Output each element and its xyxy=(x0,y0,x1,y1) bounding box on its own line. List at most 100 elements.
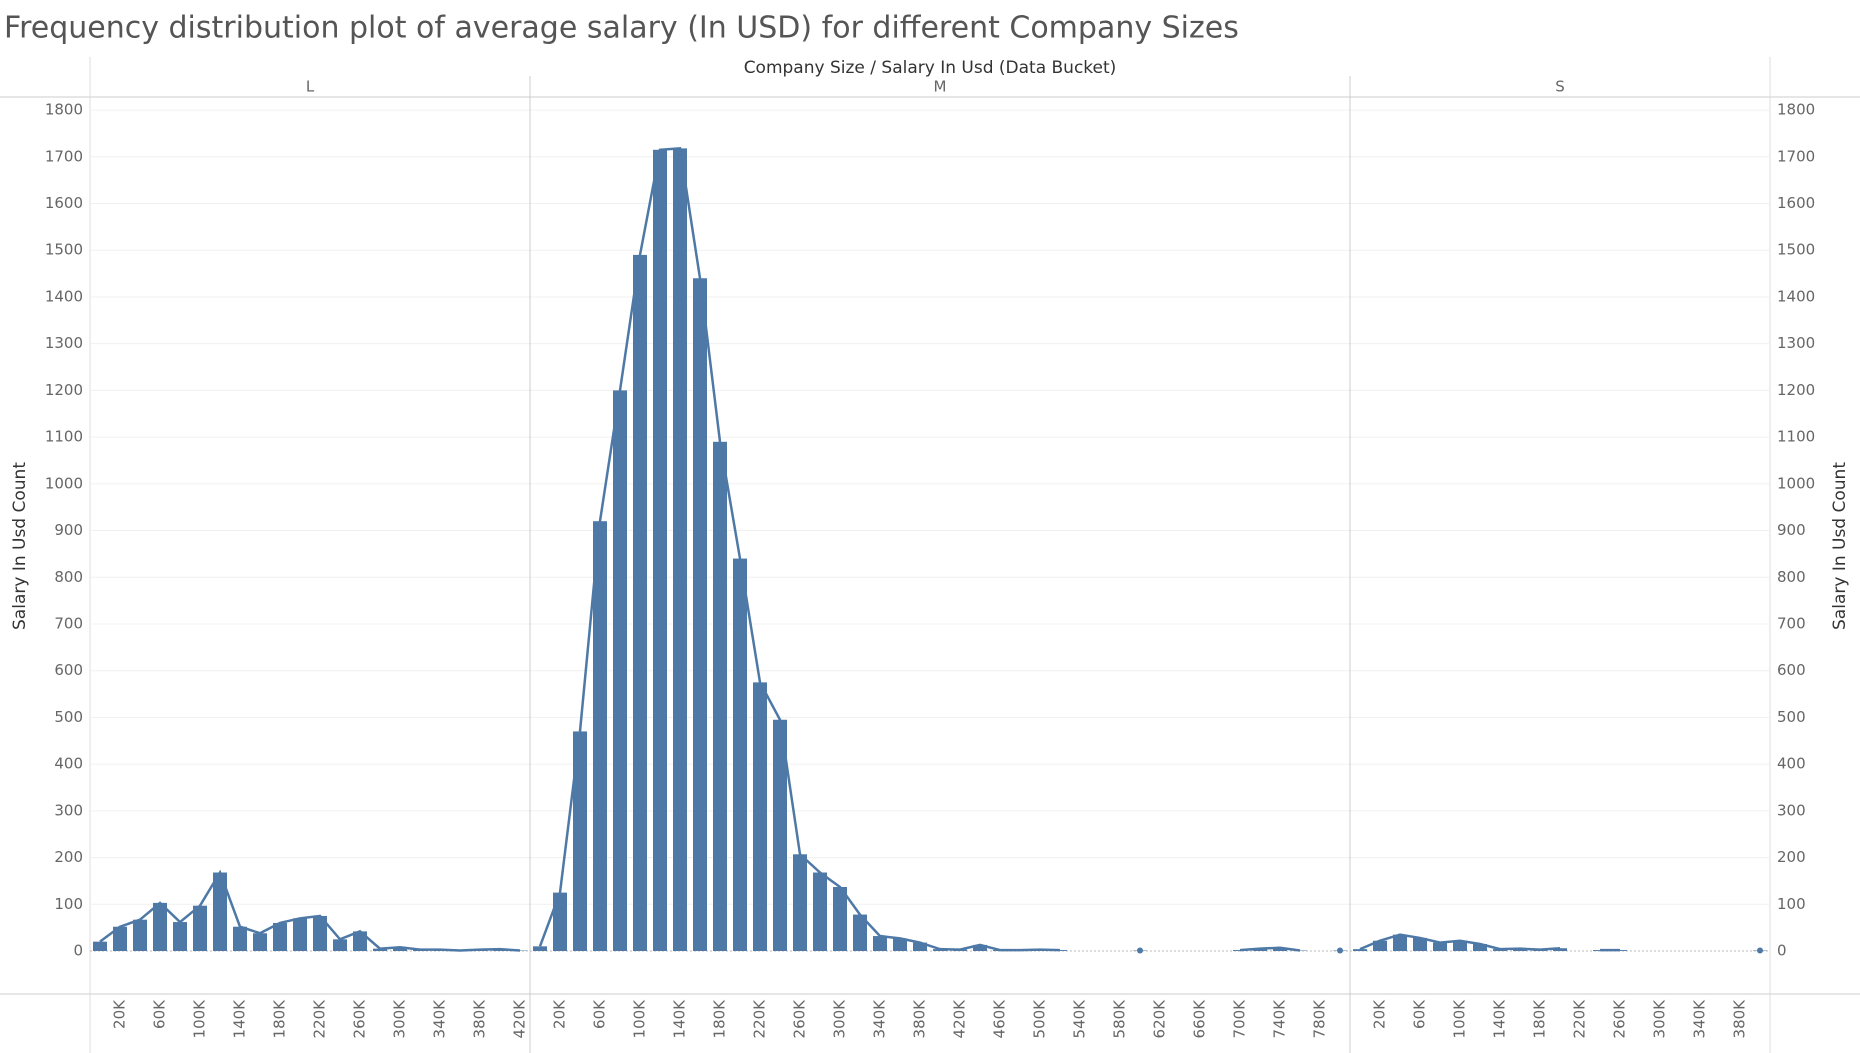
panel-label: S xyxy=(1555,78,1565,96)
bar xyxy=(553,892,567,951)
x-tick-label: 660K xyxy=(1191,999,1209,1039)
panel-label: M xyxy=(934,78,947,96)
bar xyxy=(813,872,827,951)
bar xyxy=(893,938,907,951)
x-tick-label: 500K xyxy=(1031,999,1049,1039)
x-tick-label: 100K xyxy=(1451,999,1469,1039)
y-tick-label: 500 xyxy=(54,708,83,726)
chart-title: Frequency distribution plot of average s… xyxy=(4,11,1239,46)
bar xyxy=(1373,940,1387,951)
y2-tick-label: 1500 xyxy=(1777,241,1815,259)
y2-tick-label: 0 xyxy=(1777,942,1787,960)
x-tick-label: 620K xyxy=(1151,999,1169,1039)
x-tick-label: 60K xyxy=(1411,999,1429,1029)
y-tick-label: 1500 xyxy=(45,241,83,259)
header: Company Size / Salary In Usd (Data Bucke… xyxy=(744,58,1117,78)
x-tick-label: 20K xyxy=(1371,999,1389,1029)
bar xyxy=(193,905,207,951)
x-tick-label: 140K xyxy=(671,999,689,1039)
line xyxy=(99,869,521,952)
y-tick-label: 300 xyxy=(54,801,83,819)
x-tick-label: 220K xyxy=(1571,999,1589,1039)
point xyxy=(1137,947,1143,954)
bar xyxy=(633,254,647,952)
y2-tick-label: 600 xyxy=(1777,661,1806,679)
panel-label: L xyxy=(306,78,315,96)
bar xyxy=(333,939,347,951)
x-tick-label: 20K xyxy=(551,999,569,1029)
y-tick-label: 1700 xyxy=(45,147,83,165)
line xyxy=(1239,946,1301,952)
y-tick-label: 700 xyxy=(54,614,83,632)
bar xyxy=(93,941,107,951)
y2-tick-label: 1600 xyxy=(1777,194,1815,212)
line xyxy=(1359,933,1561,951)
y-tick-label: 0 xyxy=(73,942,83,960)
bar xyxy=(773,719,787,951)
bar xyxy=(393,947,407,951)
y-tick-label: 1800 xyxy=(45,101,83,119)
bar xyxy=(693,278,707,951)
bar xyxy=(973,944,987,951)
bar xyxy=(853,914,867,951)
bar xyxy=(133,919,147,951)
x-tick-label: 380K xyxy=(471,999,489,1039)
y2-axis-label: Salary In Usd Count xyxy=(1830,462,1850,630)
x-tick-label: 300K xyxy=(391,999,409,1039)
y-tick-label: 1200 xyxy=(45,381,83,399)
x-tick-label: 60K xyxy=(151,999,169,1029)
bar xyxy=(113,926,127,951)
bar xyxy=(293,918,307,951)
bar xyxy=(913,942,927,951)
x-tick-label: 140K xyxy=(1491,999,1509,1039)
x-tick-label: 300K xyxy=(1651,999,1669,1039)
x-tick-label: 340K xyxy=(1691,999,1709,1039)
x-tick-label: 180K xyxy=(1531,999,1549,1039)
x-tick-label: 540K xyxy=(1071,999,1089,1039)
y-tick-label: 200 xyxy=(54,848,83,866)
bar xyxy=(173,922,187,951)
y-tick-label: 1400 xyxy=(45,287,83,305)
bar xyxy=(1453,940,1467,951)
point xyxy=(1337,947,1343,954)
x-tick-label: 420K xyxy=(951,999,969,1039)
x-tick-label: 220K xyxy=(311,999,329,1039)
point xyxy=(1757,947,1763,954)
bar xyxy=(673,148,687,951)
bar xyxy=(793,854,807,951)
line xyxy=(538,147,1061,952)
x-tick-label: 260K xyxy=(791,999,809,1039)
y-tick-label: 900 xyxy=(54,521,83,539)
x-tick-label: 260K xyxy=(1611,999,1629,1039)
bar xyxy=(353,931,367,951)
y2-tick-label: 1100 xyxy=(1777,428,1815,446)
x-tick-label: 180K xyxy=(711,999,729,1039)
bar xyxy=(1233,950,1247,951)
x-tick-label: 220K xyxy=(751,999,769,1039)
bar xyxy=(1433,942,1447,951)
x-tick-label: 700K xyxy=(1231,999,1249,1039)
y2-tick-label: 300 xyxy=(1777,801,1806,819)
y-tick-label: 1300 xyxy=(45,334,83,352)
x-tick-label: 300K xyxy=(831,999,849,1039)
bar xyxy=(653,149,667,952)
y2-tick-label: 400 xyxy=(1777,755,1806,773)
bar xyxy=(1413,937,1427,951)
y2-tick-label: 1400 xyxy=(1777,287,1815,305)
bar xyxy=(213,872,227,951)
y2-tick-label: 200 xyxy=(1777,848,1806,866)
bar xyxy=(613,390,627,951)
x-tick-label: 100K xyxy=(631,999,649,1039)
y-tick-label: 600 xyxy=(54,661,83,679)
y2-tick-label: 900 xyxy=(1777,521,1806,539)
y2-tick-label: 700 xyxy=(1777,614,1806,632)
x-tick-label: 380K xyxy=(911,999,929,1039)
bar xyxy=(1053,950,1067,951)
bar xyxy=(1473,943,1487,951)
bar xyxy=(833,886,847,951)
y-tick-label: 100 xyxy=(54,895,83,913)
x-tick-label: 740K xyxy=(1271,999,1289,1039)
y2-tick-label: 1800 xyxy=(1777,101,1815,119)
y2-tick-label: 1200 xyxy=(1777,381,1815,399)
